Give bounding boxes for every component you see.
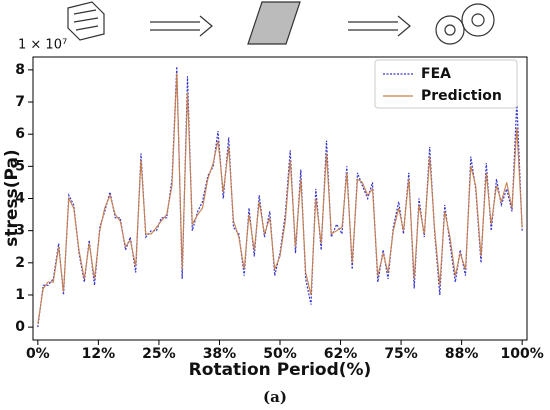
legend: FEA Prediction [374, 59, 518, 109]
y-tick-label: 5 [15, 158, 25, 174]
x-tick-label: 25% [142, 346, 176, 362]
y-tick-label: 4 [15, 191, 25, 207]
x-tick-label: 75% [384, 346, 418, 362]
icon-gear-hub [471, 13, 485, 27]
x-tick-label: 12% [82, 346, 116, 362]
legend-label: FEA [421, 66, 451, 82]
y-tick-label: 3 [15, 223, 25, 239]
offset-text: 1 × 10⁷ [18, 38, 67, 53]
y-tick-label: 6 [15, 126, 25, 142]
x-tick-label: 100% [501, 346, 544, 362]
series-line [37, 73, 523, 324]
y-tick-label: 1 [15, 287, 25, 303]
x-tick-label: 88% [445, 346, 479, 362]
x-tick-label: 50% [263, 346, 297, 362]
arrow [150, 15, 213, 37]
icon-gear-hub [444, 24, 456, 36]
y-tick-label: 7 [15, 94, 25, 110]
y-tick-label: 2 [15, 255, 25, 271]
y-axis-label: stress(Pa) [2, 149, 22, 246]
icon-part-lines [73, 9, 99, 31]
caption: (a) [263, 388, 287, 406]
icon-gear [435, 15, 465, 45]
icon-part [67, 1, 105, 41]
x-tick-label: 38% [203, 346, 237, 362]
x-axis-label: Rotation Period(%) [189, 360, 372, 380]
legend-label: Prediction [421, 88, 502, 104]
y-tick-label: 0 [15, 319, 25, 335]
icon-mesh [247, 1, 301, 45]
icon-gear [461, 3, 495, 37]
header-icons [67, 1, 495, 45]
x-tick-label: 0% [26, 346, 50, 362]
x-tick-label: 62% [324, 346, 358, 362]
y-tick-label: 8 [15, 62, 25, 78]
arrow [348, 15, 411, 37]
